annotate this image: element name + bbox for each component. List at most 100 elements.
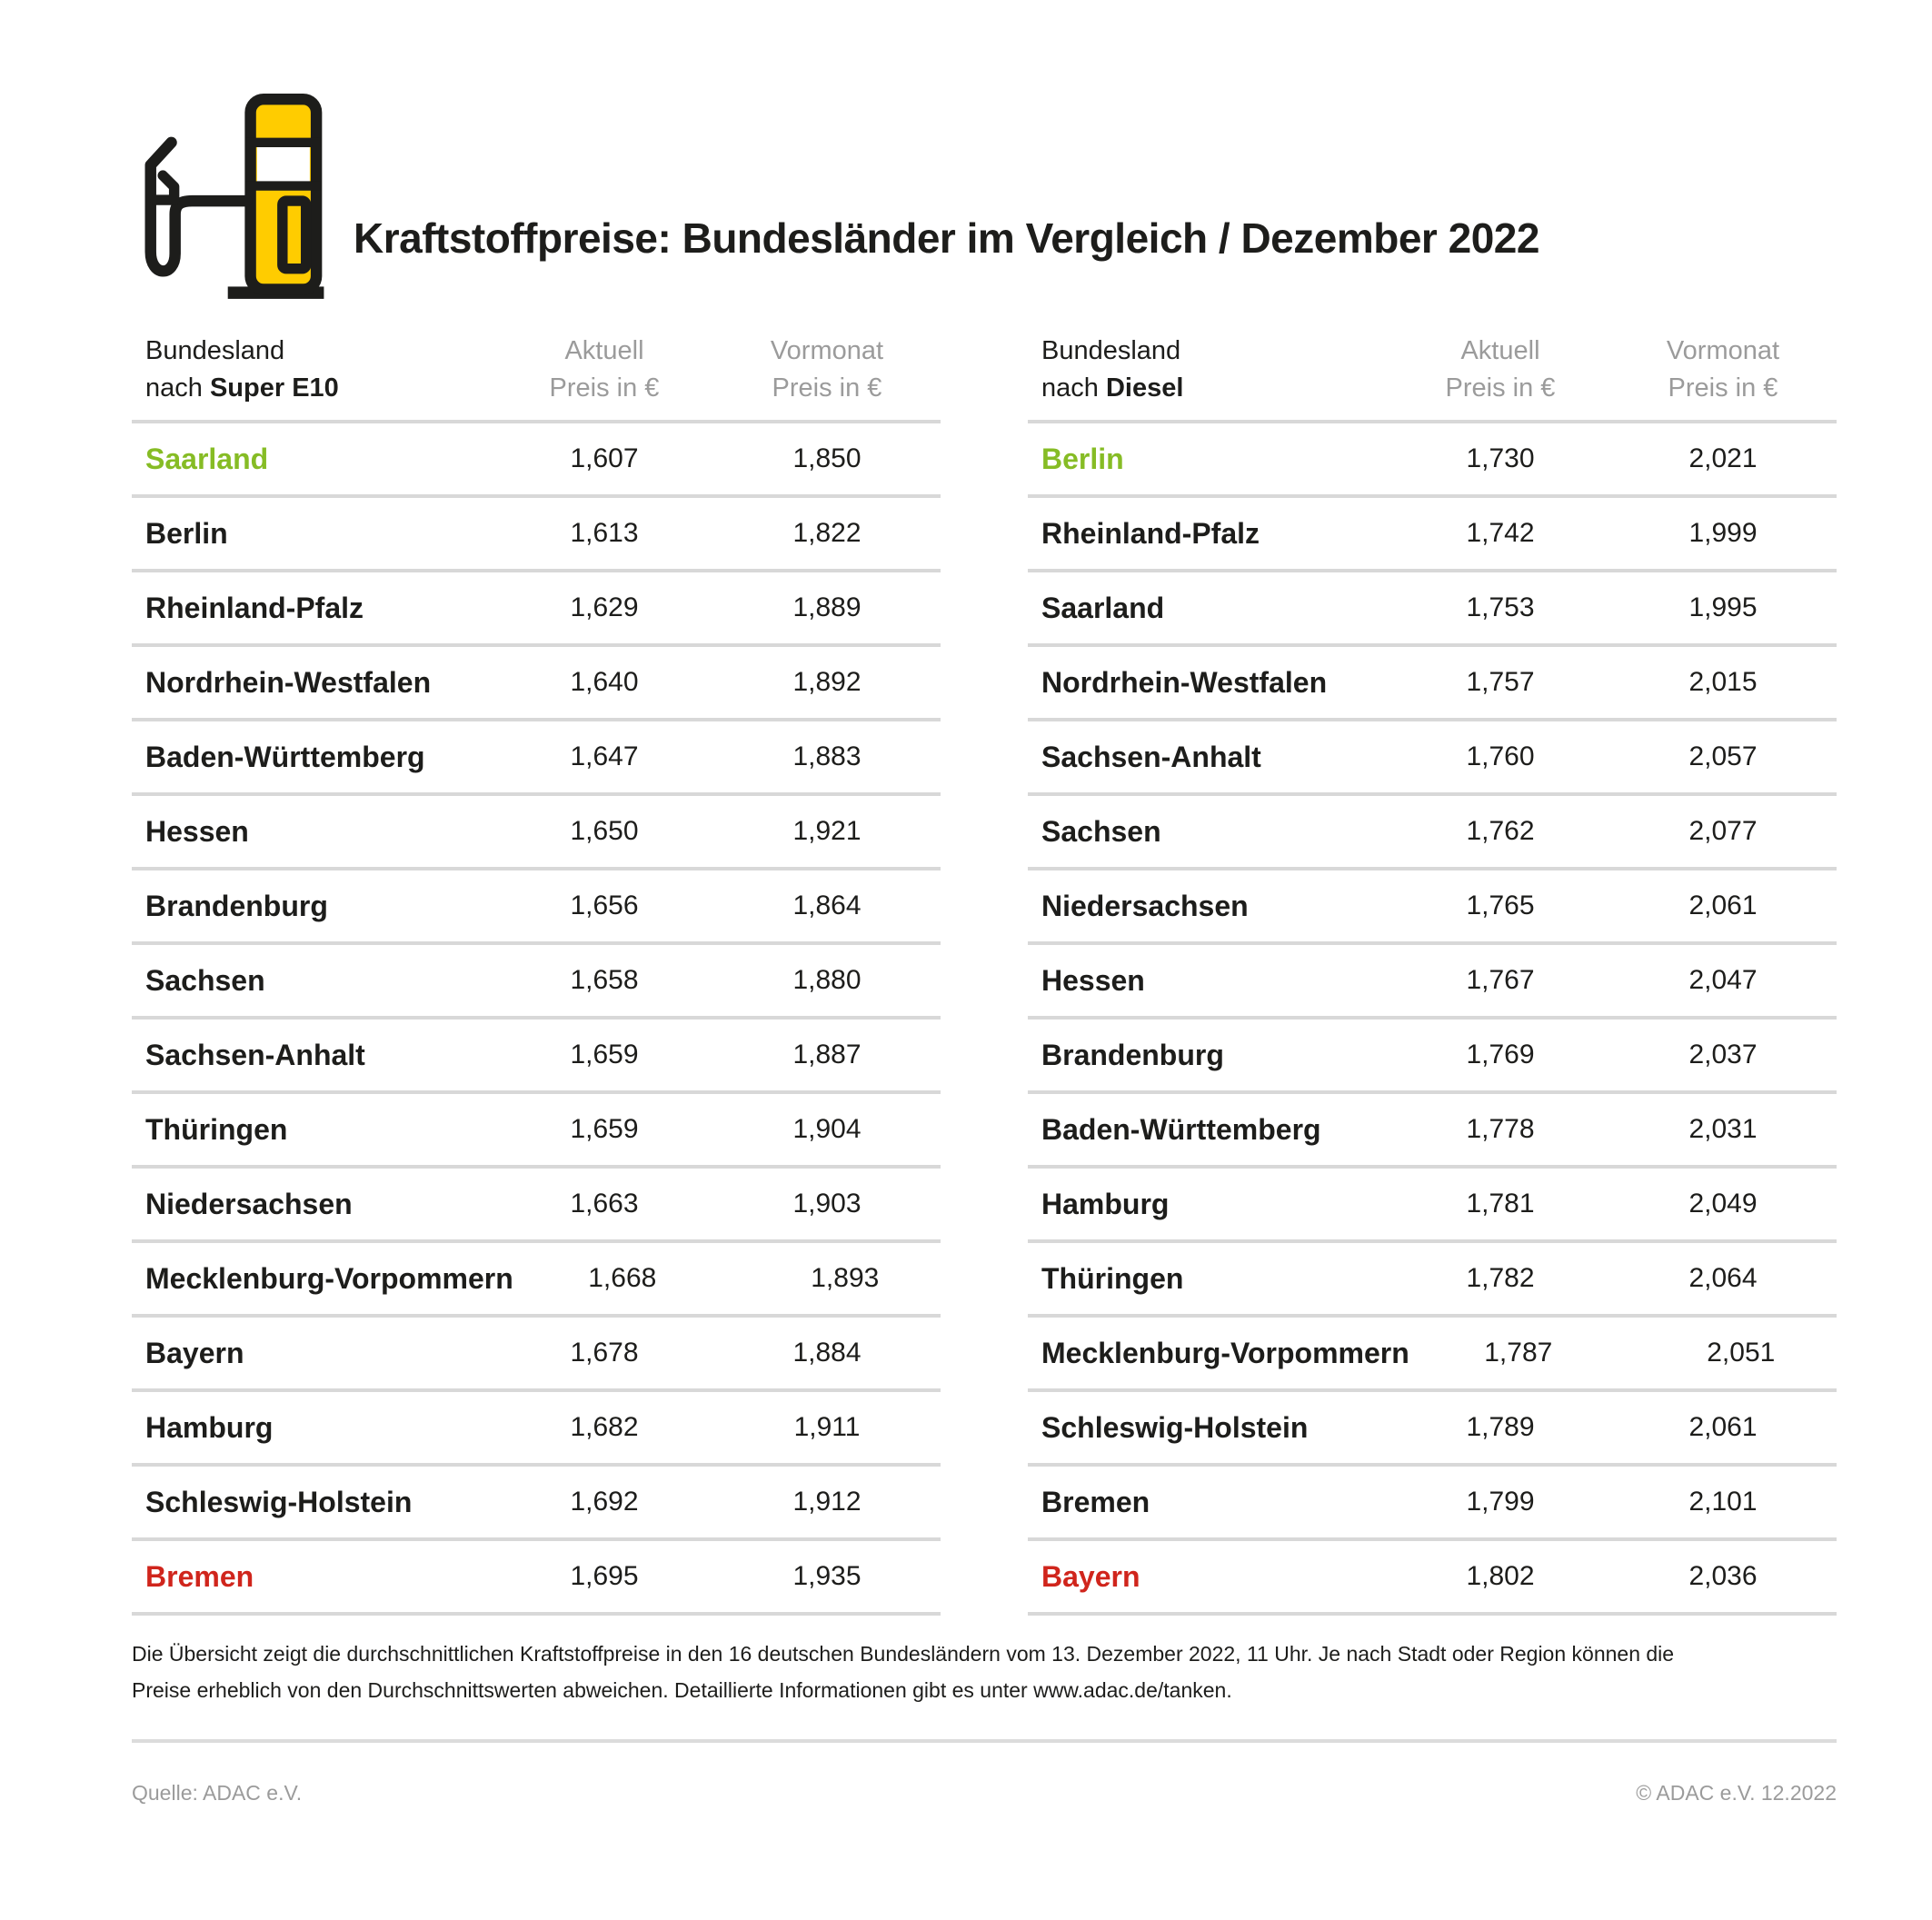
aktuell-price-cell: 1,682 bbox=[570, 1412, 639, 1442]
vormonat-price-cell: 1,864 bbox=[792, 890, 861, 920]
fuel-pump-icon bbox=[132, 89, 339, 307]
table-row: Nordrhein-Westfalen 1,757 2,015 bbox=[1028, 647, 1837, 721]
vormonat-price-cell: 1,999 bbox=[1688, 518, 1758, 548]
table-row: Baden-Württemberg 1,778 2,031 bbox=[1028, 1094, 1837, 1169]
copyright-label: © ADAC e.V. 12.2022 bbox=[1636, 1781, 1837, 1805]
table-row: Bremen 1,695 1,935 bbox=[132, 1541, 941, 1616]
state-name-cell: Berlin bbox=[1041, 442, 1124, 475]
super-e10-table-header: Bundesland nach Super E10 Aktuell Preis … bbox=[132, 333, 941, 423]
column-header-vormonat: Vormonat Preis in € bbox=[1666, 336, 1780, 403]
table-row: Bayern 1,802 2,036 bbox=[1028, 1541, 1837, 1616]
vormonat-price-cell: 2,036 bbox=[1688, 1561, 1758, 1591]
state-name-cell: Nordrhein-Westfalen bbox=[1041, 665, 1328, 699]
state-name-cell: Brandenburg bbox=[1041, 1038, 1224, 1071]
vormonat-price-cell: 2,031 bbox=[1688, 1114, 1758, 1144]
column-header-bundesland: Bundesland nach Diesel bbox=[1041, 336, 1184, 403]
vormonat-price-cell: 2,061 bbox=[1688, 1412, 1758, 1442]
column-header-vormonat: Vormonat Preis in € bbox=[770, 336, 884, 403]
pump-display bbox=[277, 194, 312, 274]
aktuell-price-cell: 1,629 bbox=[570, 592, 639, 622]
vormonat-price-cell: 1,889 bbox=[792, 592, 861, 622]
state-name-cell: Bremen bbox=[145, 1559, 254, 1593]
aktuell-price-cell: 1,658 bbox=[570, 965, 639, 995]
vormonat-price-cell: 2,057 bbox=[1688, 741, 1758, 771]
state-name-cell: Rheinland-Pfalz bbox=[1041, 516, 1260, 550]
aktuell-price-cell: 1,659 bbox=[570, 1114, 639, 1144]
table-row: Berlin 1,730 2,021 bbox=[1028, 423, 1837, 498]
aktuell-price-cell: 1,778 bbox=[1466, 1114, 1535, 1144]
aktuell-price-cell: 1,799 bbox=[1466, 1487, 1535, 1517]
table-row: Sachsen 1,658 1,880 bbox=[132, 945, 941, 1020]
state-name-cell: Rheinland-Pfalz bbox=[145, 591, 364, 624]
table-row: Mecklenburg-Vorpommern 1,668 1,893 bbox=[132, 1243, 941, 1318]
header: Kraftstoffpreise: Bundesländer im Vergle… bbox=[132, 86, 1837, 309]
table-row: Rheinland-Pfalz 1,629 1,889 bbox=[132, 572, 941, 647]
table-row: Saarland 1,753 1,995 bbox=[1028, 572, 1837, 647]
state-name-cell: Bremen bbox=[1041, 1485, 1150, 1518]
divider bbox=[132, 1739, 1837, 1743]
state-name-cell: Baden-Württemberg bbox=[145, 740, 425, 773]
aktuell-price-cell: 1,692 bbox=[570, 1487, 639, 1517]
state-name-cell: Hamburg bbox=[145, 1410, 274, 1444]
footnote-line-1: Die Übersicht zeigt die durchschnittlich… bbox=[132, 1642, 1675, 1666]
vormonat-price-cell: 1,850 bbox=[792, 443, 861, 473]
vormonat-price-cell: 2,037 bbox=[1688, 1040, 1758, 1069]
vormonat-price-cell: 1,904 bbox=[792, 1114, 861, 1144]
state-name-cell: Schleswig-Holstein bbox=[145, 1485, 413, 1518]
table-row: Hessen 1,650 1,921 bbox=[132, 796, 941, 870]
diesel-table: Bundesland nach Diesel Aktuell Preis in … bbox=[1028, 333, 1837, 1616]
aktuell-price-cell: 1,782 bbox=[1466, 1263, 1535, 1293]
state-name-cell: Sachsen-Anhalt bbox=[145, 1038, 365, 1071]
aktuell-price-cell: 1,695 bbox=[570, 1561, 639, 1591]
aktuell-price-cell: 1,765 bbox=[1466, 890, 1535, 920]
state-name-cell: Mecklenburg-Vorpommern bbox=[1041, 1336, 1409, 1369]
state-name-cell: Hessen bbox=[1041, 963, 1145, 997]
fuel-type-label: Super E10 bbox=[209, 373, 339, 403]
page-title: Kraftstoffpreise: Bundesländer im Vergle… bbox=[354, 214, 1539, 262]
aktuell-price-cell: 1,656 bbox=[570, 890, 639, 920]
state-name-cell: Sachsen bbox=[145, 963, 265, 997]
state-name-cell: Bayern bbox=[145, 1336, 244, 1369]
state-name-cell: Thüringen bbox=[1041, 1261, 1184, 1295]
aktuell-price-cell: 1,787 bbox=[1484, 1338, 1553, 1368]
aktuell-price-cell: 1,781 bbox=[1466, 1189, 1535, 1219]
table-row: Bremen 1,799 2,101 bbox=[1028, 1467, 1837, 1541]
aktuell-price-cell: 1,762 bbox=[1466, 816, 1535, 846]
table-row: Saarland 1,607 1,850 bbox=[132, 423, 941, 498]
state-name-cell: Hamburg bbox=[1041, 1187, 1170, 1220]
table-row: Bayern 1,678 1,884 bbox=[132, 1318, 941, 1392]
aktuell-price-cell: 1,607 bbox=[570, 443, 639, 473]
footnote: Die Übersicht zeigt die durchschnittlich… bbox=[132, 1636, 1837, 1708]
table-row: Schleswig-Holstein 1,692 1,912 bbox=[132, 1467, 941, 1541]
table-row: Schleswig-Holstein 1,789 2,061 bbox=[1028, 1392, 1837, 1467]
aktuell-price-cell: 1,678 bbox=[570, 1338, 639, 1368]
aktuell-price-cell: 1,769 bbox=[1466, 1040, 1535, 1069]
vormonat-price-cell: 1,884 bbox=[792, 1338, 861, 1368]
pump-nozzle bbox=[150, 169, 180, 205]
table-row: Hessen 1,767 2,047 bbox=[1028, 945, 1837, 1020]
vormonat-price-cell: 1,892 bbox=[792, 667, 861, 697]
source-label: Quelle: ADAC e.V. bbox=[132, 1781, 303, 1805]
vormonat-price-cell: 1,903 bbox=[792, 1189, 861, 1219]
vormonat-price-cell: 1,921 bbox=[792, 816, 861, 846]
aktuell-price-cell: 1,663 bbox=[570, 1189, 639, 1219]
aktuell-price-cell: 1,760 bbox=[1466, 741, 1535, 771]
aktuell-price-cell: 1,742 bbox=[1466, 518, 1535, 548]
table-row: Sachsen 1,762 2,077 bbox=[1028, 796, 1837, 870]
table-row: Berlin 1,613 1,822 bbox=[132, 498, 941, 572]
vormonat-price-cell: 1,995 bbox=[1688, 592, 1758, 622]
vormonat-price-cell: 1,935 bbox=[792, 1561, 861, 1591]
aktuell-price-cell: 1,757 bbox=[1466, 667, 1535, 697]
aktuell-price-cell: 1,640 bbox=[570, 667, 639, 697]
state-name-cell: Nordrhein-Westfalen bbox=[145, 665, 432, 699]
diesel-table-body: Berlin 1,730 2,021 Rheinland-Pfalz 1,742… bbox=[1028, 423, 1837, 1616]
vormonat-price-cell: 2,015 bbox=[1688, 667, 1758, 697]
vormonat-price-cell: 1,893 bbox=[811, 1263, 880, 1293]
table-row: Brandenburg 1,769 2,037 bbox=[1028, 1020, 1837, 1094]
vormonat-price-cell: 1,883 bbox=[792, 741, 861, 771]
aktuell-price-cell: 1,650 bbox=[570, 816, 639, 846]
vormonat-price-cell: 2,077 bbox=[1688, 816, 1758, 846]
state-name-cell: Hessen bbox=[145, 814, 249, 848]
footer: Quelle: ADAC e.V. © ADAC e.V. 12.2022 bbox=[132, 1781, 1837, 1806]
super-e10-table-body: Saarland 1,607 1,850 Berlin 1,613 1,822 … bbox=[132, 423, 941, 1616]
